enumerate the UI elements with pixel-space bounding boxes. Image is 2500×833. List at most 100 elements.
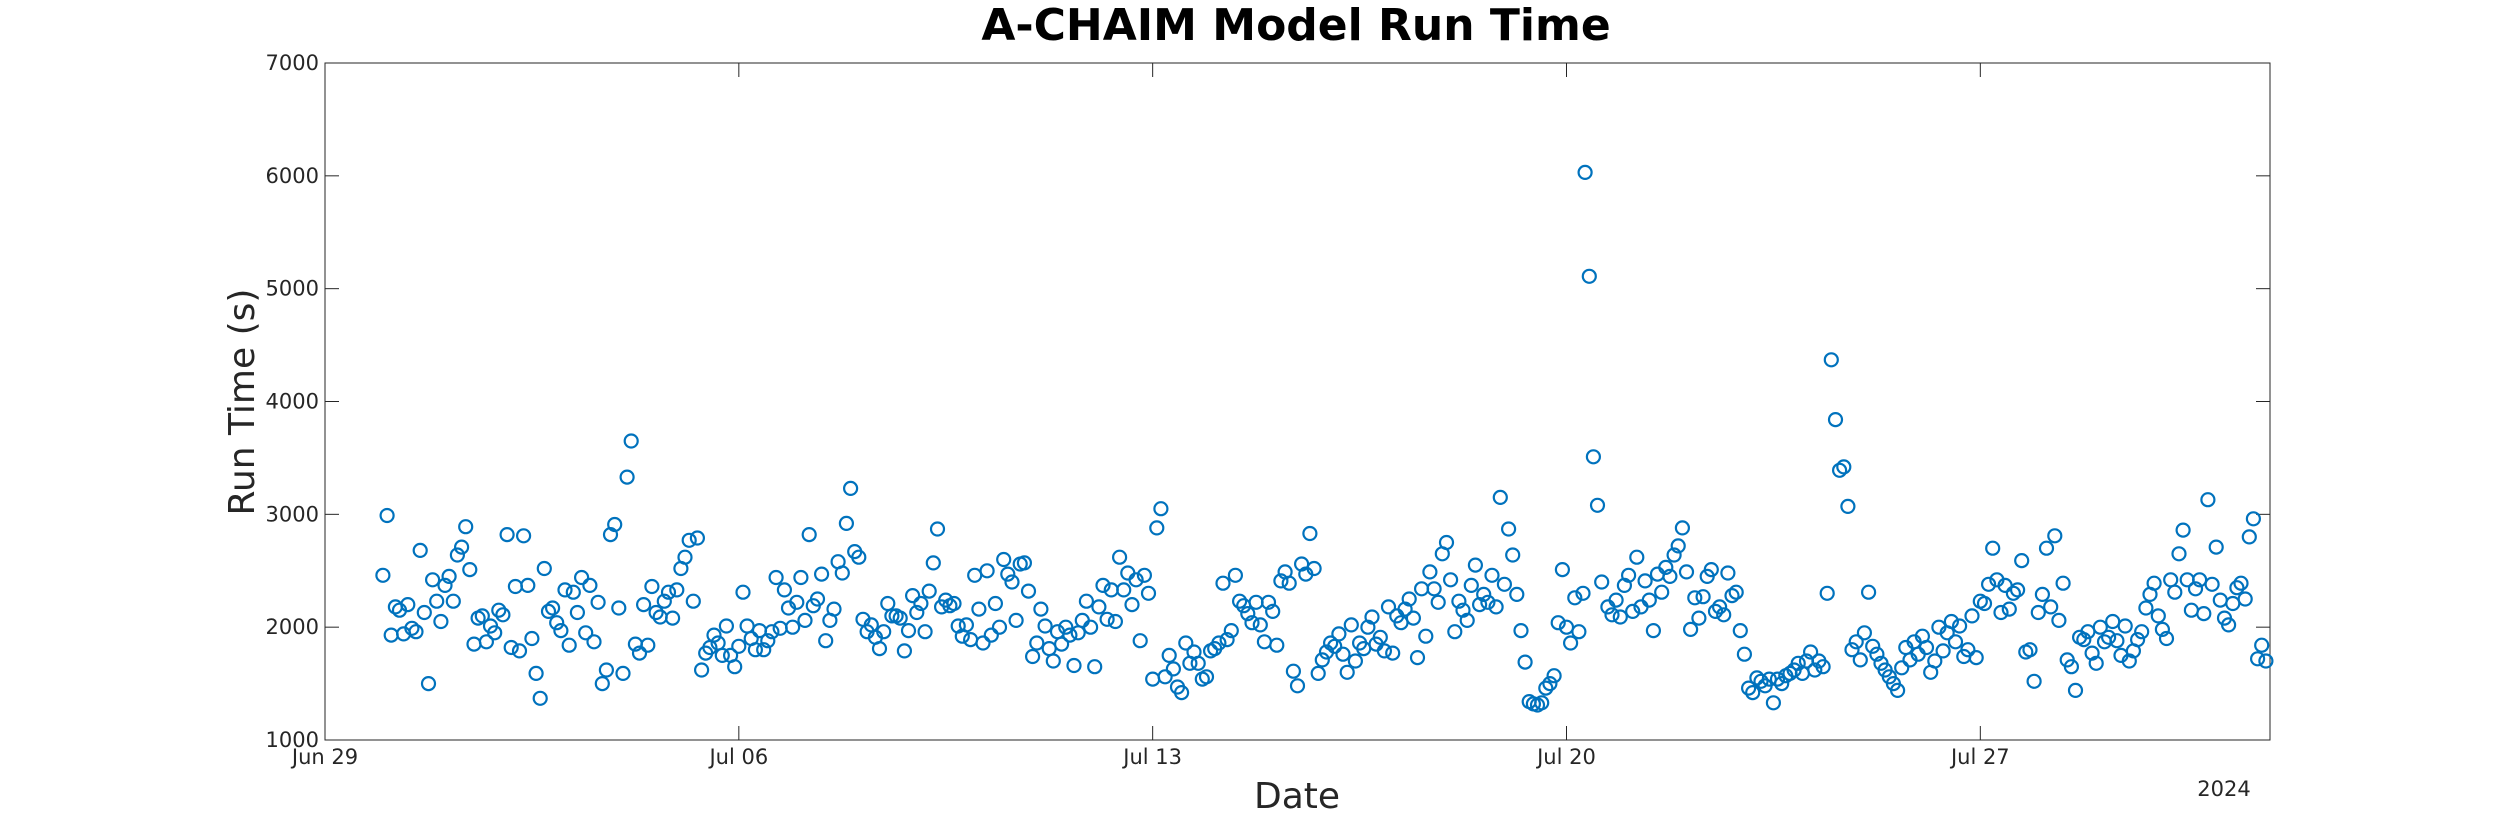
data-point: [1029, 635, 1045, 651]
data-point: [524, 630, 540, 647]
data-point: [685, 593, 701, 609]
data-point: [1554, 561, 1571, 578]
data-point: [1707, 603, 1724, 620]
data-point: [1927, 653, 1943, 669]
data-point: [975, 635, 991, 651]
data-point: [2001, 601, 2017, 617]
data-point: [764, 624, 780, 640]
data-point: [987, 595, 1004, 612]
data-point: [2233, 575, 2249, 591]
data-point: [834, 565, 850, 581]
data-point: [1024, 648, 1041, 665]
data-point: [768, 569, 784, 586]
data-point: [2258, 653, 2274, 669]
data-point: [1682, 621, 1699, 638]
data-point: [1666, 547, 1682, 563]
data-point: [813, 566, 830, 582]
data-point: [1571, 624, 1587, 640]
x-tick-label: Jul 06: [707, 745, 768, 769]
data-point: [2014, 552, 2030, 569]
data-point: [2254, 637, 2270, 653]
data-point: [474, 608, 490, 624]
data-point: [569, 604, 586, 621]
data-point: [1964, 608, 1980, 624]
data-point: [2200, 492, 2216, 508]
data-point: [1331, 626, 1347, 642]
data-point: [1178, 635, 1194, 651]
data-point: [445, 593, 461, 609]
data-point: [925, 555, 941, 571]
data-point: [1260, 594, 1277, 610]
data-point: [1442, 572, 1459, 588]
data-point: [437, 577, 453, 594]
data-point: [1310, 665, 1326, 682]
data-point: [1385, 645, 1401, 661]
data-point: [1856, 625, 1873, 641]
data-point: [760, 633, 776, 649]
data-point: [1889, 682, 1906, 699]
data-point: [2101, 629, 2117, 645]
data-point: [1149, 520, 1165, 536]
data-point: [607, 516, 623, 533]
data-point: [1819, 585, 1835, 601]
data-point: [1033, 601, 1049, 617]
data-point: [756, 642, 772, 658]
data-point: [1774, 675, 1790, 692]
data-point: [1476, 586, 1492, 603]
data-point: [1227, 567, 1244, 583]
data-point: [416, 604, 432, 621]
data-point: [681, 532, 697, 548]
data-point: [2154, 621, 2170, 638]
data-point: [660, 584, 677, 600]
data-point: [1943, 613, 1960, 630]
data-point: [1496, 576, 1513, 592]
data-point: [1608, 592, 1624, 608]
data-point: [400, 596, 416, 613]
x-axis: Jun 29 Jul 06 Jul 13 Jul 20 Jul 27: [290, 63, 2010, 769]
plot-area: [324, 62, 2271, 741]
data-point: [689, 530, 706, 546]
data-point: [904, 587, 921, 604]
data-point: [2047, 528, 2063, 544]
data-point: [1124, 596, 1140, 613]
data-point: [1422, 564, 1438, 580]
data-point: [1107, 613, 1124, 630]
data-point: [1430, 594, 1446, 610]
data-point: [1281, 575, 1297, 591]
data-point: [1509, 586, 1525, 603]
data-point: [731, 638, 747, 654]
data-point: [1211, 635, 1227, 651]
data-point: [1463, 577, 1479, 594]
data-point: [929, 521, 946, 537]
data-point: [487, 625, 503, 641]
data-point: [1095, 577, 1111, 594]
data-point: [1620, 567, 1637, 583]
data-point: [2051, 612, 2067, 629]
data-point: [1951, 618, 1968, 634]
data-point: [2150, 608, 2166, 624]
data-point: [1968, 649, 1984, 666]
data-point: [1674, 520, 1691, 536]
data-point: [727, 659, 743, 675]
data-point: [2171, 546, 2187, 562]
data-point: [793, 569, 809, 586]
data-point: [1711, 599, 1728, 615]
data-point: [876, 624, 892, 640]
data-point: [718, 618, 735, 634]
data-point: [1654, 584, 1670, 600]
data-point: [1467, 557, 1484, 573]
data-point: [1732, 622, 1748, 639]
data-point: [706, 627, 722, 643]
data-point: [565, 584, 581, 600]
data-point: [1161, 647, 1177, 664]
data-point: [536, 560, 552, 577]
x-tick-label: Jul 13: [1121, 745, 1182, 769]
data-point: [2030, 604, 2046, 621]
data-point: [1302, 525, 1318, 542]
data-point: [1753, 673, 1769, 689]
data-point: [1111, 549, 1128, 565]
data-point: [2208, 539, 2224, 555]
data-point: [946, 595, 962, 612]
data-point: [1438, 534, 1455, 551]
data-point: [2175, 522, 2191, 538]
